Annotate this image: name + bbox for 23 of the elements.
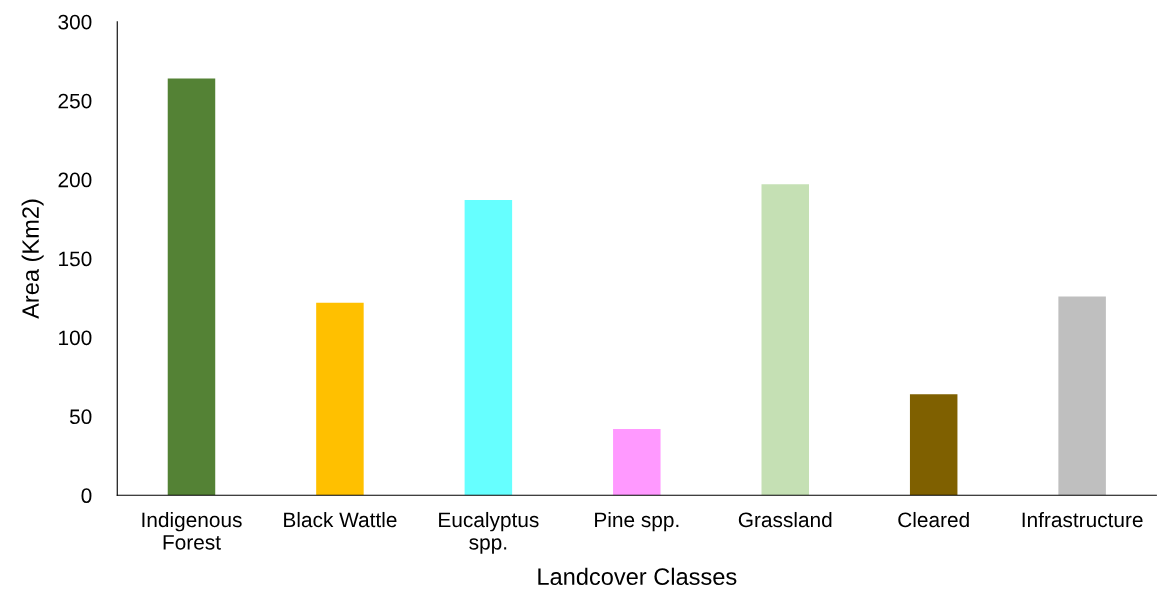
x-tick-label: Grassland <box>738 511 832 528</box>
y-tick-label: 300 <box>58 14 92 30</box>
x-tick-label: Infrastructure <box>1022 511 1143 528</box>
bar <box>167 78 216 496</box>
x-axis-title: Landcover Classes <box>538 567 737 586</box>
x-tick-label: Black Wattle <box>284 511 397 528</box>
y-tick-label: 200 <box>58 172 92 188</box>
y-tick-label: 100 <box>59 330 92 346</box>
bar <box>613 428 661 496</box>
bar <box>909 394 958 496</box>
bar <box>761 184 809 496</box>
x-tick-label: Pine spp. <box>595 511 679 532</box>
y-tick-label: 150 <box>59 251 92 267</box>
bar <box>464 200 513 496</box>
y-axis-title: Area (Km2) <box>21 199 44 319</box>
x-tick-label: Indigenous Forest <box>142 511 242 550</box>
x-tick-label: Eucalyptus spp. <box>439 511 539 554</box>
y-tick-label: 0 <box>81 488 92 504</box>
x-tick-label: Cleared <box>898 511 969 528</box>
y-tick-label: 250 <box>58 93 92 109</box>
y-tick-label: 50 <box>69 409 92 425</box>
bar <box>316 302 364 496</box>
bar <box>1058 296 1106 496</box>
